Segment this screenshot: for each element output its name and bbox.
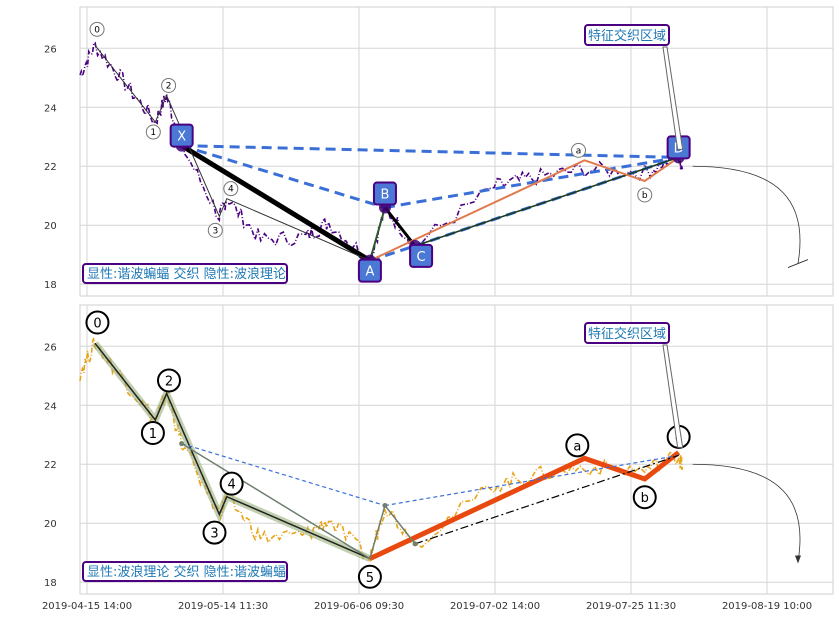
wave-label-circle bbox=[89, 21, 105, 37]
wave-label-a: a bbox=[573, 439, 581, 454]
annotation-box-text: 特征交织区域 bbox=[588, 28, 666, 44]
annotation-arrow bbox=[662, 344, 684, 448]
harmonic-dashed-leg bbox=[181, 144, 386, 209]
wave-label-circle bbox=[637, 187, 653, 203]
annotation-box-text: 特征交织区域 bbox=[588, 326, 666, 342]
harmonic-label-box bbox=[409, 243, 434, 268]
wave-label-b: b bbox=[642, 191, 648, 201]
wave-label-4: 4 bbox=[227, 478, 235, 493]
y-tick-label: 20 bbox=[44, 221, 57, 232]
harmonic-cd-leg bbox=[414, 454, 679, 545]
wave-label-b: b bbox=[641, 491, 649, 506]
wave-label-1: 1 bbox=[149, 427, 157, 442]
x-tick-label: 2019-04-15 14:00 bbox=[42, 601, 132, 612]
wave-label-circle bbox=[223, 181, 239, 197]
x-tick-label: 2019-07-25 11:30 bbox=[586, 601, 676, 612]
wave-label-circle bbox=[357, 564, 382, 589]
wave-label-circle bbox=[140, 421, 165, 446]
projection-arrow-head bbox=[795, 555, 801, 564]
wave-path-line bbox=[94, 45, 371, 262]
wave-label-2: 2 bbox=[165, 374, 173, 389]
harmonic-label-box bbox=[169, 123, 194, 148]
harmonic-label-B: B bbox=[381, 188, 390, 203]
wave-label-0: 0 bbox=[94, 25, 100, 35]
harmonic-label-box bbox=[372, 181, 397, 206]
harmonic-xabc-line bbox=[181, 442, 416, 560]
legend-box bbox=[82, 561, 288, 582]
wave-label-2: 2 bbox=[166, 81, 172, 91]
legend-text: 显性:谐波蝙蝠 交织 隐性:波浪理论 bbox=[87, 266, 286, 282]
legend-box bbox=[82, 263, 288, 284]
harmonic-xa-leg bbox=[180, 143, 372, 263]
wave-label-circle bbox=[161, 77, 177, 93]
wave-abc-line bbox=[369, 156, 680, 262]
wave-label-circle bbox=[156, 368, 181, 393]
projection-arrow bbox=[692, 165, 801, 264]
harmonic-label-X: X bbox=[177, 130, 186, 145]
wave-label-circle bbox=[85, 310, 110, 335]
projection-arrow bbox=[692, 463, 801, 562]
wave-label-circle bbox=[565, 433, 590, 458]
wave-abc-line bbox=[368, 450, 681, 561]
wave-label-4: 4 bbox=[228, 185, 234, 195]
harmonic-point-marker bbox=[382, 503, 388, 509]
harmonic-label-C: C bbox=[417, 250, 426, 265]
wave-label-circle bbox=[145, 124, 161, 140]
x-tick-label: 2019-06-06 09:30 bbox=[314, 601, 404, 612]
annotation-box bbox=[584, 24, 670, 46]
wave-label-3: 3 bbox=[210, 527, 218, 542]
y-tick-label: 24 bbox=[44, 401, 57, 412]
harmonic-cd-leg bbox=[414, 156, 679, 247]
wave-label-a: a bbox=[576, 146, 582, 156]
harmonic-point-marker bbox=[179, 441, 185, 447]
wave-label-0: 0 bbox=[93, 317, 101, 332]
y-tick-label: 26 bbox=[44, 342, 57, 353]
y-tick-label: 18 bbox=[44, 280, 57, 291]
harmonic-dashed-leg bbox=[181, 443, 386, 507]
wave-label-circle bbox=[202, 520, 227, 545]
projection-arrow-cap bbox=[787, 259, 809, 269]
harmonic-point-marker bbox=[412, 541, 418, 547]
wave-label-circle bbox=[219, 471, 244, 496]
y-tick-label: 26 bbox=[44, 44, 57, 55]
wave-label-1: 1 bbox=[150, 128, 156, 138]
harmonic-ab-leg bbox=[368, 207, 386, 261]
x-tick-label: 2019-07-02 14:00 bbox=[450, 601, 540, 612]
y-tick-label: 22 bbox=[44, 162, 57, 173]
legend-text: 显性:波浪理论 交织 隐性:谐波蝙蝠 bbox=[87, 564, 286, 580]
harmonic-dashed-leg bbox=[181, 144, 679, 159]
panel-top: 1820222426XABCD01234ab特征交织区域显性:谐波蝙蝠 交织 隐… bbox=[44, 6, 834, 297]
wave-label-circle bbox=[571, 142, 587, 158]
wave-path-line bbox=[94, 342, 371, 560]
annotation-box bbox=[584, 322, 670, 344]
y-tick-label: 22 bbox=[44, 460, 57, 471]
panel-bottom: 1820222426012345abc特征交织区域显性:波浪理论 交织 隐性:谐… bbox=[44, 304, 834, 595]
harmonic-label-A: A bbox=[365, 265, 374, 280]
wave-label-circle bbox=[207, 222, 223, 238]
annotation-arrow bbox=[662, 46, 684, 150]
x-tick-label: 2019-08-19 10:00 bbox=[722, 601, 812, 612]
wave-label-3: 3 bbox=[212, 226, 218, 236]
y-tick-label: 20 bbox=[44, 519, 57, 530]
harmonic-bc-leg bbox=[383, 206, 417, 247]
y-tick-label: 18 bbox=[44, 578, 57, 589]
harmonic-dashed-leg bbox=[384, 454, 679, 507]
plot-area-bottom bbox=[79, 304, 834, 595]
wave-label-circle bbox=[632, 485, 657, 510]
x-tick-label: 2019-05-14 11:30 bbox=[178, 601, 268, 612]
wave-label-5: 5 bbox=[366, 571, 374, 586]
harmonic-label-box bbox=[357, 258, 382, 283]
harmonic-dashed-leg bbox=[384, 155, 679, 210]
y-tick-label: 24 bbox=[44, 103, 57, 114]
